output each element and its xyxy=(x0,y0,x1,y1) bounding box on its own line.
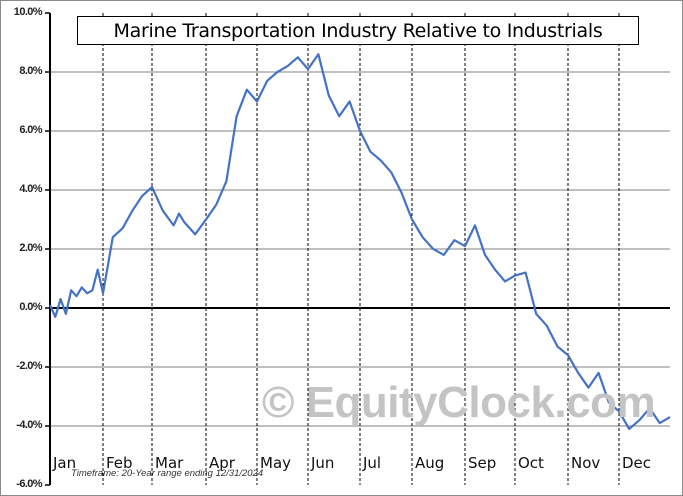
x-tick-label: Dec xyxy=(622,454,652,472)
month-separators xyxy=(102,13,620,485)
x-tick-label: Sep xyxy=(468,454,497,472)
y-tick-label: -4.0% xyxy=(16,419,42,431)
timeframe-note: Timeframe: 20-Year range ending 12/31/20… xyxy=(71,468,264,479)
watermark: © EquityClock.com xyxy=(262,378,656,427)
data-line xyxy=(48,53,671,430)
y-tick-label: 10.0% xyxy=(13,6,43,18)
x-tick-label: Oct xyxy=(518,454,544,472)
y-tick-label: -6.0% xyxy=(16,478,42,490)
y-axis xyxy=(45,12,51,486)
chart-title: Marine Transportation Industry Relative … xyxy=(77,16,639,45)
x-tick-label: Feb xyxy=(106,454,133,472)
y-tick-label: 4.0% xyxy=(19,183,42,195)
x-tick-label: Aug xyxy=(415,454,445,472)
x-tick-label: Apr xyxy=(209,454,235,472)
x-tick-label: May xyxy=(260,454,292,472)
y-tick-label: 2.0% xyxy=(19,242,42,254)
x-tick-label: Nov xyxy=(571,454,601,472)
y-tick-label: 0.0% xyxy=(19,301,42,313)
horizontal-gridlines xyxy=(50,71,670,427)
x-tick-label: Mar xyxy=(155,454,184,472)
y-tick-label: 8.0% xyxy=(19,65,42,77)
x-tick-label: Jul xyxy=(363,454,382,472)
y-tick-label: 6.0% xyxy=(19,124,42,136)
x-tick-label: Jan xyxy=(53,454,77,472)
y-tick-label: -2.0% xyxy=(16,360,42,372)
x-tick-label: Jun xyxy=(311,454,335,472)
